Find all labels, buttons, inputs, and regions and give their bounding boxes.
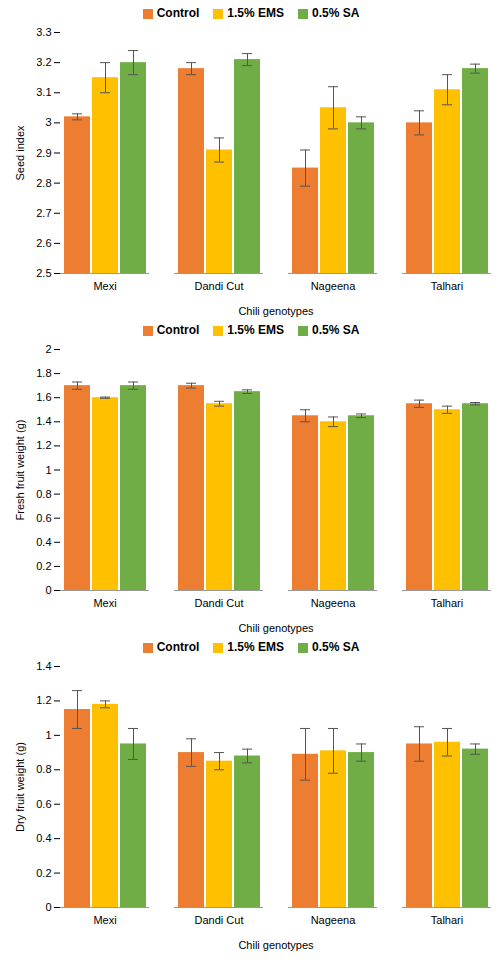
svg-text:Talhari: Talhari <box>431 597 463 609</box>
svg-text:Mexi: Mexi <box>93 597 116 609</box>
svg-text:Mexi: Mexi <box>93 280 116 292</box>
svg-text:2: 2 <box>45 343 51 355</box>
svg-text:Nageena: Nageena <box>311 280 357 292</box>
svg-text:Chili genotypes: Chili genotypes <box>238 939 314 951</box>
html-text:0.5% SA: 0.5% SA <box>312 640 360 654</box>
html-text:Control: Control <box>156 323 200 337</box>
svg-text:1.2: 1.2 <box>36 694 51 706</box>
svg-text:Nageena: Nageena <box>311 597 357 609</box>
svg-text:Dandi Cut: Dandi Cut <box>195 280 244 292</box>
html-text:1.5% EMS: 1.5% EMS <box>227 323 284 337</box>
svg-text:Fresh fruit weight (g): Fresh fruit weight (g) <box>14 420 26 521</box>
svg-text:Seed index: Seed index <box>14 125 26 181</box>
svg-text:Talhari: Talhari <box>431 280 463 292</box>
svg-text:Chili genotypes: Chili genotypes <box>238 305 314 317</box>
html-text:1.5% EMS: 1.5% EMS <box>227 640 284 654</box>
svg-text:1.6: 1.6 <box>36 391 51 403</box>
svg-text:Dandi Cut: Dandi Cut <box>195 914 244 926</box>
svg-text:2.6: 2.6 <box>36 237 51 249</box>
svg-text:1: 1 <box>45 729 51 741</box>
svg-text:2.9: 2.9 <box>36 147 51 159</box>
svg-text:Dandi Cut: Dandi Cut <box>195 597 244 609</box>
html-text:1.5% EMS: 1.5% EMS <box>227 6 284 20</box>
svg-text:Dry fruit weight (g): Dry fruit weight (g) <box>14 742 26 832</box>
svg-text:2.8: 2.8 <box>36 177 51 189</box>
svg-text:1.2: 1.2 <box>36 439 51 451</box>
svg-text:0.2: 0.2 <box>36 867 51 879</box>
svg-text:1: 1 <box>45 464 51 476</box>
html-text:Control: Control <box>156 6 200 20</box>
svg-text:0.6: 0.6 <box>36 798 51 810</box>
svg-text:3.3: 3.3 <box>36 26 51 38</box>
html-text:Control: Control <box>156 640 200 654</box>
svg-text:3.2: 3.2 <box>36 56 51 68</box>
svg-text:1.4: 1.4 <box>36 660 51 672</box>
svg-text:0.6: 0.6 <box>36 512 51 524</box>
svg-text:2.5: 2.5 <box>36 267 51 279</box>
svg-text:3.1: 3.1 <box>36 86 51 98</box>
svg-text:0.8: 0.8 <box>36 488 51 500</box>
svg-text:0.4: 0.4 <box>36 536 51 548</box>
svg-text:0: 0 <box>45 901 51 913</box>
svg-text:0.2: 0.2 <box>36 560 51 572</box>
html-text:0.5% SA: 0.5% SA <box>312 6 360 20</box>
svg-text:3: 3 <box>45 116 51 128</box>
html-text:0.5% SA: 0.5% SA <box>312 323 360 337</box>
svg-text:Chili genotypes: Chili genotypes <box>238 622 314 634</box>
svg-text:Nageena: Nageena <box>311 914 357 926</box>
svg-text:Talhari: Talhari <box>431 914 463 926</box>
svg-text:0.4: 0.4 <box>36 832 51 844</box>
svg-text:Mexi: Mexi <box>93 914 116 926</box>
svg-text:2.7: 2.7 <box>36 207 51 219</box>
svg-text:1.4: 1.4 <box>36 415 51 427</box>
svg-text:0: 0 <box>45 584 51 596</box>
svg-text:1.8: 1.8 <box>36 367 51 379</box>
svg-text:0.8: 0.8 <box>36 763 51 775</box>
